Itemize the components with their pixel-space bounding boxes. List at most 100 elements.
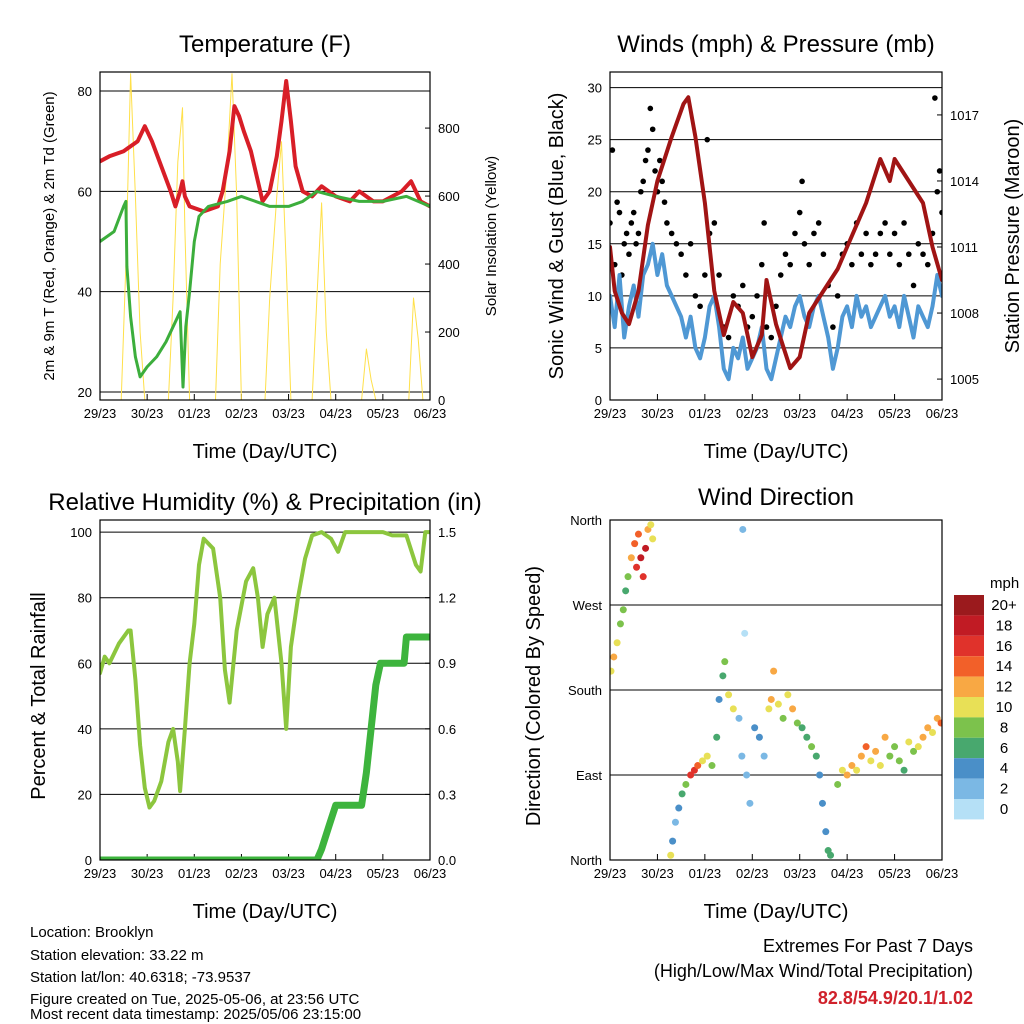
x-tick-label: 05/23 [878, 866, 911, 881]
x-tick-label: 01/23 [689, 866, 722, 881]
gust-point [896, 261, 903, 268]
direction-point [798, 724, 806, 732]
direction-xlabel: Time (Day/UTC) [704, 901, 849, 923]
direction-point [843, 771, 851, 779]
gust-point [616, 209, 623, 216]
x-tick-label: 04/23 [319, 406, 352, 421]
gust-point [806, 261, 812, 268]
colorbar-swatch [954, 676, 984, 697]
y2-tick-label: 1014 [950, 174, 979, 189]
direction-point [746, 799, 754, 807]
direction-point [678, 790, 686, 798]
colorbar-label: 16 [996, 638, 1013, 655]
y-tick-label: West [573, 598, 603, 613]
colorbar-swatch [954, 737, 984, 759]
y-tick-label: 60 [78, 656, 92, 671]
gust-point [763, 324, 770, 330]
gust-point [920, 251, 926, 258]
y-tick-label: 25 [588, 133, 602, 148]
gust-point [630, 209, 637, 216]
colorbar-swatch [954, 799, 984, 820]
direction-point [627, 554, 635, 562]
gust-point [749, 313, 756, 320]
y-tick-label: South [568, 683, 602, 698]
direction-point [770, 667, 778, 675]
extremes-title: Extremes For Past 7 Days [763, 936, 973, 956]
direction-point [649, 535, 657, 543]
elevation-text: Station elevation: 33.22 m [30, 947, 203, 964]
direction-point [803, 733, 811, 741]
speed-colorbar: 20+ 18 16 14 12 10 8 6 4 2 0 [954, 595, 1017, 820]
y2-tick-label: 1.5 [438, 525, 456, 540]
y-tick-label: 40 [78, 285, 92, 300]
colorbar-swatch [954, 778, 984, 799]
gust-point [877, 230, 884, 237]
gust-point [687, 241, 694, 247]
direction-point [933, 714, 941, 722]
direction-point [900, 766, 908, 774]
direction-point [910, 747, 918, 755]
direction-point [857, 752, 865, 760]
direction-point [610, 653, 618, 661]
direction-point [751, 724, 759, 732]
2m-td-line [100, 189, 430, 389]
direction-point [767, 695, 775, 703]
direction-point [929, 729, 937, 736]
winds-xlabel: Time (Day/UTC) [704, 441, 849, 463]
gust-point [872, 251, 879, 258]
panel-2: 0 20 40 60 80 100 0.0 0.3 0.6 0.9 1.2 1.5 29/23 30/23… [70, 519, 456, 881]
gust-point [668, 230, 675, 237]
gust-point [887, 251, 893, 258]
direction-point [738, 752, 746, 760]
y2-tick-label: 0.9 [438, 656, 456, 671]
y-tick-label: 10 [588, 289, 602, 304]
y-tick-label: North [570, 853, 602, 868]
gust-point [939, 209, 942, 216]
gust-point [645, 147, 651, 153]
humidity-xlabel: Time (Day/UTC) [193, 901, 338, 923]
series-group [100, 530, 430, 860]
gust-point [868, 261, 874, 268]
extremes-values: 82.8/54.9/20.1/1.02 [818, 988, 973, 1008]
location-text: Location: Brooklyn [30, 924, 153, 941]
colorbar-label: 2 [1000, 781, 1008, 798]
gust-point [799, 178, 805, 185]
2m-t-line [100, 79, 430, 214]
direction-point [729, 705, 737, 713]
gust-point [792, 230, 798, 237]
gust-point [754, 293, 760, 299]
gust-point [740, 282, 746, 289]
gust-point [915, 241, 922, 247]
plot-frame [609, 71, 943, 401]
direction-point [886, 752, 894, 760]
direction-point [808, 743, 816, 751]
y2-tick-label: 400 [438, 257, 460, 272]
series-group [610, 521, 942, 859]
direction-point [713, 733, 721, 741]
x-tick-label: 29/23 [594, 866, 627, 881]
extremes-subtitle: (High/Low/Max Wind/Total Precipitation) [654, 961, 973, 981]
direction-point [853, 766, 861, 774]
gust-point [702, 272, 708, 278]
x-tick-label: 06/23 [926, 866, 959, 881]
gust-point [858, 251, 865, 258]
gust-point [730, 293, 737, 299]
gust-point [647, 105, 654, 112]
recent-data-text: Most recent data timestamp: 2025/05/06 2… [30, 1006, 361, 1023]
series-group [610, 95, 942, 382]
y-tick-label: East [576, 768, 602, 783]
direction-point [675, 804, 683, 812]
colorbar-label: 10 [996, 699, 1013, 716]
direction-point [895, 757, 903, 765]
direction-point [793, 719, 801, 727]
y-tick-label: 5 [595, 341, 602, 356]
direction-point [624, 573, 632, 581]
direction-point [634, 530, 642, 538]
y2-tick-label: 0 [438, 393, 445, 408]
gust-point [638, 188, 644, 195]
colorbar-label: 14 [996, 658, 1013, 675]
colorbar-swatch [954, 717, 984, 738]
gust-point [633, 241, 639, 247]
gust-point [652, 168, 658, 174]
direction-point [848, 762, 856, 770]
